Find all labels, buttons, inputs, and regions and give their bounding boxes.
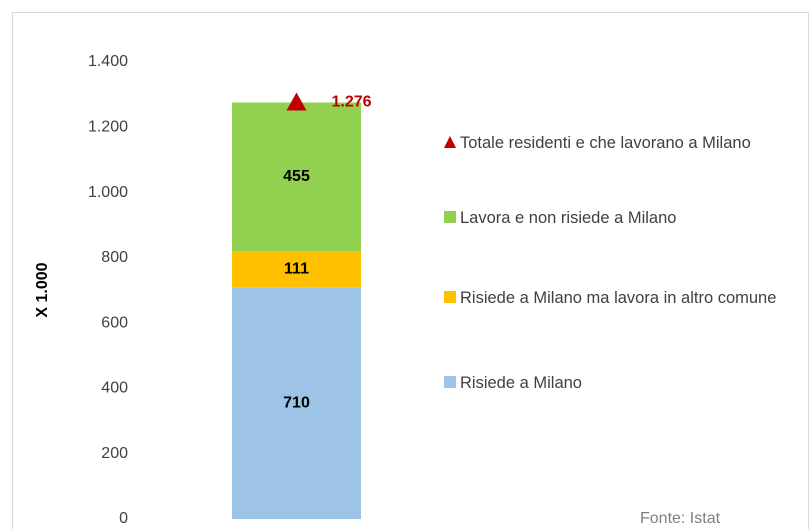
y-tick-label: 1.200 xyxy=(88,119,128,136)
legend-swatch xyxy=(444,376,456,388)
legend-marker-shape xyxy=(444,136,456,148)
bar-segment xyxy=(232,287,361,519)
bar-segment xyxy=(232,251,361,288)
legend-label: Risiede a Milano ma lavora in altro comu… xyxy=(460,289,777,307)
legend-swatch xyxy=(444,291,456,303)
y-tick-label: 600 xyxy=(101,314,128,331)
y-tick-label: 1.000 xyxy=(88,184,128,201)
total-marker xyxy=(286,92,307,111)
bar-segment xyxy=(232,102,361,252)
legend-swatch xyxy=(444,211,456,223)
legend-item: Lavora e non risiede a Milano xyxy=(444,205,789,231)
y-tick-label: 800 xyxy=(101,249,128,266)
legend-item: Totale residenti e che lavorano a Milano xyxy=(444,130,789,156)
y-tick-label: 1.400 xyxy=(88,53,128,70)
legend-item: Risiede a Milano xyxy=(444,370,789,396)
legend-item: Risiede a Milano ma lavora in altro comu… xyxy=(444,285,789,311)
y-axis-label: X 1.000 xyxy=(34,262,51,317)
y-tick-label: 200 xyxy=(101,445,128,462)
y-tick-label: 0 xyxy=(119,510,128,527)
data-label: 455 xyxy=(283,168,310,185)
legend-label: Risiede a Milano xyxy=(460,374,582,392)
y-tick-label: 400 xyxy=(101,380,128,397)
chart-border xyxy=(12,12,809,529)
total-label: 1.276 xyxy=(332,94,372,111)
source-note: Fonte: Istat xyxy=(640,510,721,527)
data-label: 710 xyxy=(283,394,310,411)
legend-label: Lavora e non risiede a Milano xyxy=(460,209,677,227)
legend-label: Totale residenti e che lavorano a Milano xyxy=(460,134,751,152)
legend-marker xyxy=(444,136,456,148)
data-label: 111 xyxy=(284,260,309,277)
